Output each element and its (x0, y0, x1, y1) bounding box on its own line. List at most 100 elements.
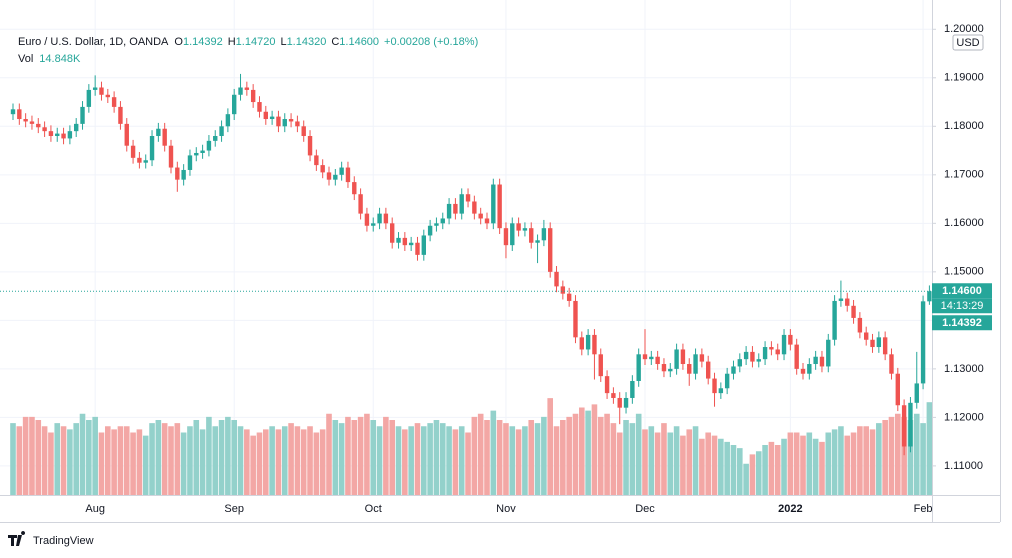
candle-body (579, 337, 584, 350)
y-tick-label: 1.19000 (944, 72, 984, 84)
volume-bar (73, 423, 79, 495)
volume-bar (496, 420, 503, 495)
candle-body (832, 300, 837, 340)
volume-bar (718, 438, 724, 495)
volume-bar (831, 429, 838, 495)
price-pane (0, 73, 932, 456)
volume-bar (850, 432, 857, 495)
volume-bar (610, 423, 617, 495)
ohlc-value: 1.14720 (236, 36, 276, 48)
volume-bar (421, 426, 427, 495)
candle-body (137, 157, 142, 163)
volume-bar (774, 445, 781, 495)
volume-bar (389, 420, 395, 495)
candle-body (560, 286, 566, 294)
currency-box[interactable] (952, 34, 984, 51)
y-tick-label: 1.15000 (944, 266, 984, 278)
volume-bar (667, 432, 674, 495)
volume-bar (370, 420, 377, 495)
candle-body (819, 356, 825, 367)
candle-body (149, 136, 155, 161)
candle-body (604, 376, 610, 394)
volume-bar (490, 410, 497, 495)
candle-body (598, 354, 603, 377)
volume-bar (566, 416, 572, 495)
change: +0.00208 (+0.18%) (384, 36, 478, 48)
candle-body (333, 174, 338, 180)
candle-body (301, 126, 306, 137)
candle-body (724, 373, 730, 389)
candle-body (706, 361, 711, 379)
volume-bar (793, 432, 800, 495)
candle-body (914, 383, 919, 403)
volume-bar (319, 429, 326, 495)
candle-body (339, 167, 344, 175)
volume-bar (673, 426, 680, 495)
volume-bar (269, 426, 275, 495)
candle-body (194, 152, 199, 156)
volume-bar (16, 426, 23, 495)
volume-bar (762, 445, 768, 495)
volume-bar (237, 426, 244, 495)
volume-bar (98, 432, 105, 495)
candle-body (674, 349, 679, 369)
candle-body (611, 393, 616, 398)
candle-body (36, 123, 41, 128)
candle-body (920, 301, 926, 384)
volume-bar (711, 435, 718, 495)
volume-bar (895, 413, 901, 495)
candle-body (554, 271, 559, 287)
candle-body (491, 184, 496, 224)
volume-bar (648, 426, 655, 495)
candle-body (364, 213, 370, 226)
volume-bar (364, 413, 370, 495)
candle-body (118, 106, 123, 124)
volume-bar (376, 426, 383, 495)
candle-body (775, 349, 780, 355)
volume-bar (193, 420, 200, 495)
volume-bar (825, 432, 832, 495)
volume-bar (307, 426, 313, 495)
candle-body (48, 131, 54, 137)
volume-bar (680, 435, 686, 495)
volume-bar (275, 429, 282, 495)
y-tick-label: 1.16000 (944, 217, 984, 229)
volume-bar (168, 426, 174, 495)
candle-body (42, 127, 47, 132)
candle-body (250, 89, 256, 103)
candle-body (510, 223, 515, 246)
candle-body (864, 332, 869, 340)
volume-bar (408, 426, 414, 495)
volume-bar (819, 441, 825, 495)
currency[interactable]: USD (956, 37, 979, 49)
volume-bar (29, 416, 35, 495)
volume-bar (250, 435, 256, 495)
candle-body (484, 218, 490, 224)
candle-body (668, 368, 673, 372)
candle-body (807, 364, 812, 374)
brand-name: TradingView (33, 535, 94, 547)
candle-body (712, 378, 717, 394)
volume-bar (471, 416, 478, 495)
volume-bar (332, 420, 339, 495)
x-tick-label: Dec (635, 503, 655, 515)
volume-bar (541, 416, 547, 495)
volume-bar (654, 432, 661, 495)
y-tick-label: 1.20000 (944, 23, 984, 35)
volume-bar (48, 432, 54, 495)
volume-bar (86, 420, 92, 495)
candle-body (731, 366, 736, 374)
candle-body (788, 334, 793, 345)
candle-body (257, 102, 262, 112)
volume-bar (572, 413, 579, 495)
volume-bar (635, 413, 642, 495)
volume-bar (313, 432, 320, 495)
candle-body (522, 228, 528, 231)
volume-bar (534, 423, 541, 495)
candle-body (225, 114, 231, 127)
volume-bar (926, 402, 933, 495)
candle-body (358, 194, 363, 214)
volume-bar (199, 429, 206, 495)
volume-bar (604, 413, 610, 495)
candle-body (630, 380, 635, 398)
